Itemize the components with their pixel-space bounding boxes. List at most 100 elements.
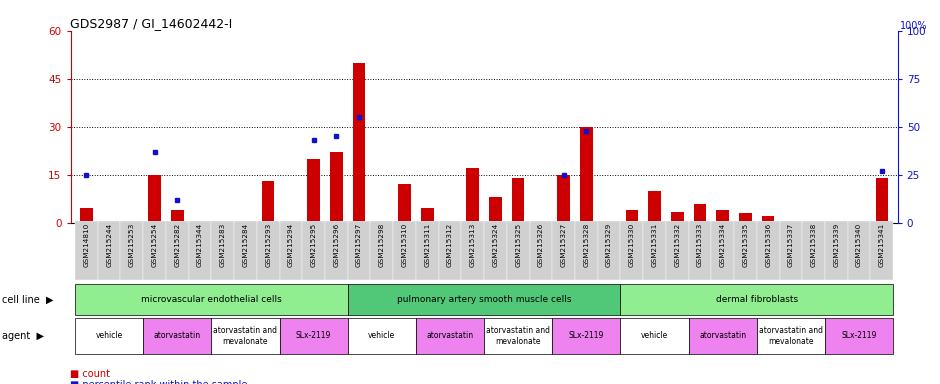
Bar (734, 221, 757, 280)
Text: GSM215326: GSM215326 (538, 223, 544, 267)
Bar (757, 318, 825, 354)
Bar (620, 318, 689, 354)
Bar (553, 318, 620, 354)
Text: GSM215282: GSM215282 (174, 223, 180, 267)
Text: microvascular endothelial cells: microvascular endothelial cells (141, 295, 282, 304)
Bar (649, 191, 661, 223)
Text: GSM215338: GSM215338 (810, 223, 817, 267)
Bar (580, 127, 592, 223)
Bar (393, 221, 415, 280)
Bar (484, 318, 553, 354)
Text: GSM215325: GSM215325 (515, 223, 521, 267)
Bar (303, 221, 325, 280)
Bar (484, 221, 507, 280)
Bar (466, 168, 479, 223)
Text: GSM215334: GSM215334 (720, 223, 726, 267)
Bar (98, 221, 120, 280)
Text: GSM215312: GSM215312 (447, 223, 453, 267)
Bar (75, 221, 98, 280)
Text: GSM215332: GSM215332 (674, 223, 681, 267)
Text: vehicle: vehicle (641, 331, 668, 341)
Text: GSM215328: GSM215328 (584, 223, 589, 267)
Text: GSM215324: GSM215324 (493, 223, 498, 267)
Bar (739, 213, 752, 223)
Bar (620, 284, 893, 315)
Text: GSM215336: GSM215336 (765, 223, 771, 267)
Text: vehicle: vehicle (368, 331, 396, 341)
Text: atorvastatin and
mevalonate: atorvastatin and mevalonate (213, 326, 277, 346)
Text: GSM215337: GSM215337 (788, 223, 794, 267)
Bar (75, 318, 143, 354)
Bar (307, 159, 320, 223)
Bar (352, 63, 366, 223)
Bar (666, 221, 689, 280)
Text: ■ percentile rank within the sample: ■ percentile rank within the sample (70, 380, 248, 384)
Text: GSM215327: GSM215327 (560, 223, 567, 267)
Text: GSM215340: GSM215340 (856, 223, 862, 267)
Text: vehicle: vehicle (96, 331, 123, 341)
Bar (512, 178, 525, 223)
Bar (376, 221, 388, 223)
Text: GSM215294: GSM215294 (288, 223, 294, 267)
Text: SLx-2119: SLx-2119 (569, 331, 604, 341)
Text: GDS2987 / GI_14602442-I: GDS2987 / GI_14602442-I (70, 17, 233, 30)
Bar (489, 197, 502, 223)
Text: GSM215310: GSM215310 (401, 223, 408, 267)
Text: GSM215313: GSM215313 (470, 223, 476, 267)
Bar (875, 178, 888, 223)
Text: GSM215330: GSM215330 (629, 223, 634, 267)
Text: atorvastatin and
mevalonate: atorvastatin and mevalonate (759, 326, 822, 346)
Bar (529, 221, 553, 280)
Bar (712, 221, 734, 280)
Bar (689, 318, 757, 354)
Bar (330, 152, 343, 223)
Bar (421, 208, 433, 223)
Text: GSM215293: GSM215293 (265, 223, 272, 267)
Text: GSM215339: GSM215339 (834, 223, 839, 267)
Text: GSM215311: GSM215311 (424, 223, 431, 267)
Bar (762, 216, 775, 223)
Bar (716, 210, 728, 223)
Text: GSM215283: GSM215283 (220, 223, 226, 267)
Text: ■ count: ■ count (70, 369, 111, 379)
Bar (212, 318, 279, 354)
Bar (75, 284, 348, 315)
Text: GSM215298: GSM215298 (379, 223, 384, 267)
Text: agent  ▶: agent ▶ (2, 331, 44, 341)
Text: atorvastatin: atorvastatin (154, 331, 201, 341)
Bar (848, 221, 870, 280)
Text: atorvastatin: atorvastatin (699, 331, 746, 341)
Bar (143, 221, 166, 280)
Bar (348, 221, 370, 280)
Bar (171, 210, 183, 223)
Text: GSM215344: GSM215344 (197, 223, 203, 267)
Bar (757, 221, 779, 280)
Bar (348, 284, 620, 315)
Text: dermal fibroblasts: dermal fibroblasts (715, 295, 798, 304)
Text: pulmonary artery smooth muscle cells: pulmonary artery smooth muscle cells (397, 295, 572, 304)
Bar (439, 221, 462, 280)
Bar (507, 221, 529, 280)
Bar (399, 184, 411, 223)
Text: cell line  ▶: cell line ▶ (2, 295, 54, 305)
Text: SLx-2119: SLx-2119 (296, 331, 331, 341)
Text: atorvastatin: atorvastatin (427, 331, 474, 341)
Bar (671, 212, 683, 223)
Bar (643, 221, 666, 280)
Bar (166, 221, 189, 280)
Text: GSM214810: GSM214810 (84, 223, 89, 267)
Bar (779, 221, 802, 280)
Text: GSM215254: GSM215254 (151, 223, 158, 267)
Bar (348, 318, 415, 354)
Bar (80, 208, 93, 223)
Bar (625, 210, 638, 223)
Bar (415, 221, 439, 280)
Bar (462, 221, 484, 280)
Bar (143, 318, 212, 354)
Text: GSM215296: GSM215296 (334, 223, 339, 267)
Text: GSM215333: GSM215333 (697, 223, 703, 267)
Text: SLx-2119: SLx-2119 (841, 331, 877, 341)
Text: GSM215284: GSM215284 (243, 223, 248, 267)
Bar (325, 221, 348, 280)
Bar (598, 221, 620, 280)
